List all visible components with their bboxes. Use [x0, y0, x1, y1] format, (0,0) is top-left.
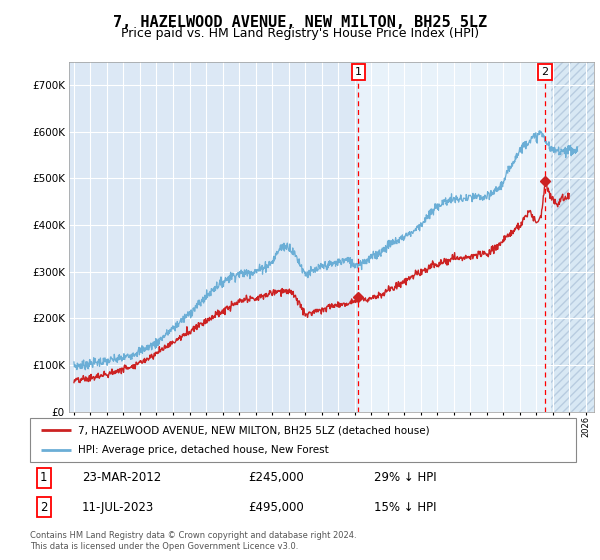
Text: 23-MAR-2012: 23-MAR-2012: [82, 471, 161, 484]
Text: 29% ↓ HPI: 29% ↓ HPI: [374, 471, 437, 484]
Text: 1: 1: [40, 471, 47, 484]
Text: 1: 1: [355, 67, 362, 77]
Bar: [358, 62, 551, 412]
Bar: [551, 62, 594, 412]
Text: 11-JUL-2023: 11-JUL-2023: [82, 501, 154, 514]
Text: Price paid vs. HM Land Registry's House Price Index (HPI): Price paid vs. HM Land Registry's House …: [121, 27, 479, 40]
Text: £495,000: £495,000: [248, 501, 304, 514]
Text: 15% ↓ HPI: 15% ↓ HPI: [374, 501, 436, 514]
Text: 7, HAZELWOOD AVENUE, NEW MILTON, BH25 5LZ: 7, HAZELWOOD AVENUE, NEW MILTON, BH25 5L…: [113, 15, 487, 30]
Text: 7, HAZELWOOD AVENUE, NEW MILTON, BH25 5LZ (detached house): 7, HAZELWOOD AVENUE, NEW MILTON, BH25 5L…: [78, 425, 430, 435]
Bar: [551, 62, 594, 412]
Text: 2: 2: [542, 67, 548, 77]
Text: This data is licensed under the Open Government Licence v3.0.: This data is licensed under the Open Gov…: [30, 542, 298, 551]
Text: HPI: Average price, detached house, New Forest: HPI: Average price, detached house, New …: [78, 445, 329, 455]
Text: 2: 2: [40, 501, 47, 514]
Text: Contains HM Land Registry data © Crown copyright and database right 2024.: Contains HM Land Registry data © Crown c…: [30, 531, 356, 540]
Text: £245,000: £245,000: [248, 471, 304, 484]
